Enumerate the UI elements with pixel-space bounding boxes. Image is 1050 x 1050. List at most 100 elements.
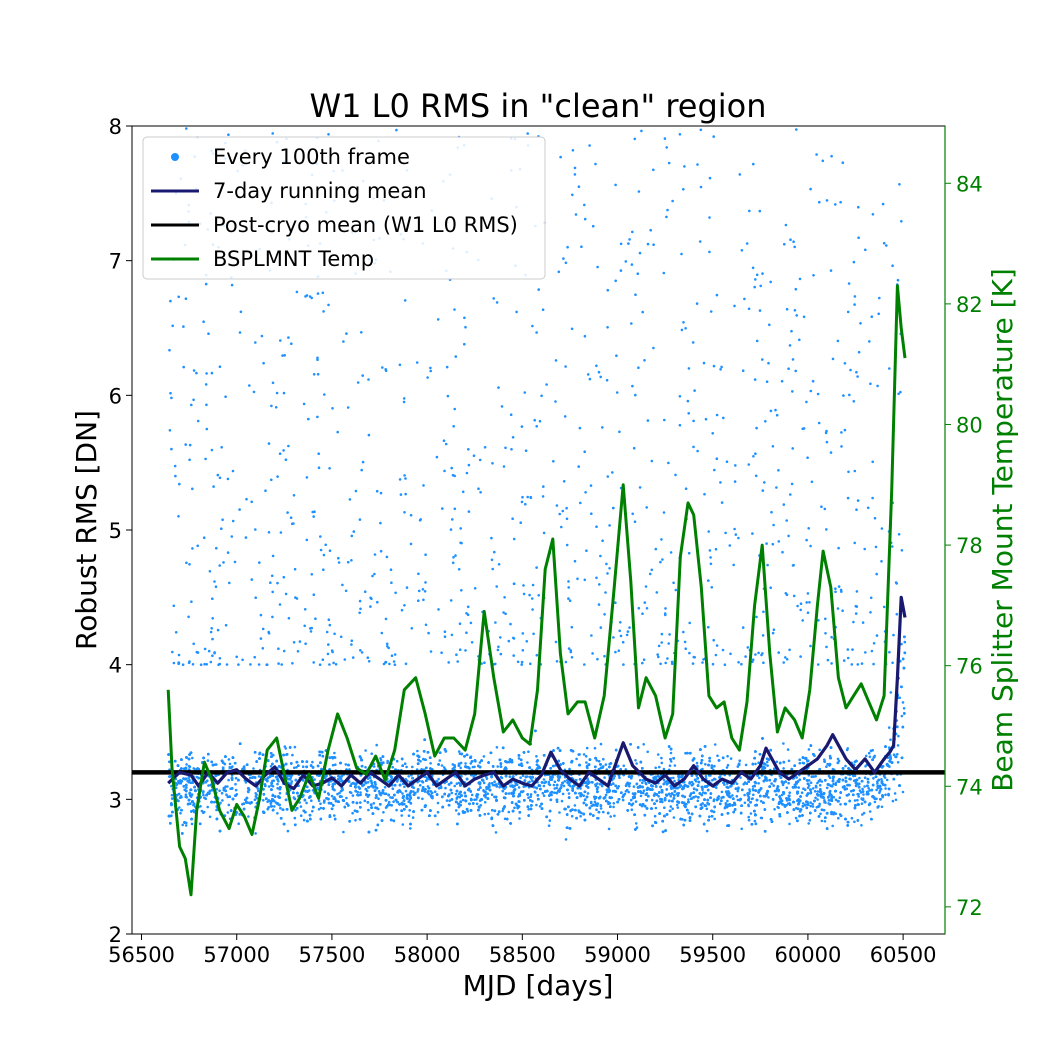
scatter-point	[503, 817, 507, 821]
scatter-point	[455, 782, 459, 785]
scatter-point	[379, 761, 383, 764]
scatter-point	[453, 784, 457, 788]
scatter-point	[744, 763, 748, 767]
scatter-point	[237, 822, 240, 825]
scatter-point	[740, 827, 743, 831]
scatter-point	[170, 797, 174, 800]
scatter-point	[629, 798, 633, 802]
scatter-point	[542, 794, 546, 797]
scatter-point	[811, 802, 814, 806]
scatter-point	[613, 814, 616, 818]
scatter-point	[673, 764, 677, 767]
scatter-point	[642, 743, 645, 746]
scatter-point	[880, 778, 883, 781]
scatter-point	[860, 824, 863, 827]
scatter-point	[573, 804, 577, 807]
scatter-point	[299, 814, 303, 817]
scatter-point	[816, 781, 819, 785]
scatter-point	[837, 816, 840, 820]
scatter-point	[837, 759, 841, 763]
scatter-point	[586, 766, 589, 770]
scatter-point	[880, 805, 884, 809]
scatter-point	[650, 798, 654, 802]
scatter-point	[519, 776, 522, 779]
scatter-point	[858, 776, 861, 780]
scatter-point	[753, 819, 757, 823]
scatter-point	[206, 805, 209, 809]
scatter-point	[391, 787, 395, 790]
scatter-point	[672, 816, 676, 819]
scatter-point	[387, 800, 391, 804]
scatter-point	[548, 819, 552, 822]
scatter-point	[846, 747, 849, 750]
scatter-point	[348, 768, 351, 771]
scatter-point	[365, 789, 369, 793]
scatter-point	[547, 782, 551, 786]
scatter-point	[876, 782, 879, 785]
scatter-point	[305, 801, 308, 805]
scatter-point	[597, 817, 600, 820]
scatter-point	[200, 809, 204, 813]
scatter-point	[454, 792, 458, 796]
scatter-point	[267, 785, 271, 788]
scatter-point	[482, 781, 486, 785]
scatter-point	[192, 767, 195, 770]
scatter-point	[568, 767, 571, 771]
scatter-point	[759, 800, 763, 803]
scatter-point	[864, 754, 868, 758]
scatter-point	[638, 778, 642, 782]
scatter-point	[375, 743, 379, 747]
scatter-point	[834, 798, 838, 802]
scatter-point	[370, 752, 374, 755]
scatter-point	[342, 830, 345, 834]
scatter-point	[889, 691, 893, 694]
scatter-point	[517, 786, 521, 789]
scatter-point	[372, 765, 376, 768]
scatter-point	[653, 814, 657, 818]
scatter-point	[800, 791, 804, 794]
scatter-point	[333, 814, 336, 817]
scatter-point	[221, 799, 224, 802]
scatter-point	[662, 767, 666, 771]
scatter-point	[333, 751, 336, 755]
scatter-point	[170, 793, 174, 797]
scatter-point	[900, 642, 903, 646]
scatter-point	[493, 780, 496, 783]
scatter-point	[868, 810, 872, 813]
scatter-point	[226, 785, 229, 788]
scatter-point	[736, 765, 740, 768]
scatter-point	[528, 780, 531, 784]
scatter-point	[634, 800, 638, 803]
scatter-point	[878, 791, 881, 795]
scatter-point	[814, 775, 817, 778]
scatter-point	[178, 806, 181, 809]
scatter-point	[563, 780, 567, 783]
scatter-point	[646, 750, 649, 754]
scatter-point	[579, 814, 582, 818]
scatter-point	[526, 761, 529, 764]
scatter-point	[765, 760, 769, 764]
scatter-point	[856, 798, 859, 802]
scatter-point	[716, 754, 719, 758]
scatter-point	[254, 792, 257, 795]
scatter-point	[191, 756, 194, 760]
scatter-point	[743, 793, 746, 797]
scatter-point	[187, 764, 191, 768]
scatter-point	[334, 799, 338, 803]
scatter-point	[627, 790, 630, 794]
scatter-point	[383, 786, 387, 789]
scatter-point	[527, 750, 530, 753]
scatter-point	[585, 761, 588, 764]
scatter-point	[555, 786, 558, 790]
scatter-point	[507, 792, 511, 795]
scatter-point	[293, 816, 297, 820]
scatter-point	[787, 797, 791, 800]
scatter-point	[787, 781, 790, 785]
scatter-point	[419, 760, 422, 763]
scatter-point	[531, 779, 534, 783]
scatter-point	[713, 817, 716, 821]
scatter-point	[743, 801, 747, 805]
scatter-point	[181, 823, 184, 827]
scatter-point	[302, 818, 306, 822]
scatter-point	[612, 802, 616, 805]
